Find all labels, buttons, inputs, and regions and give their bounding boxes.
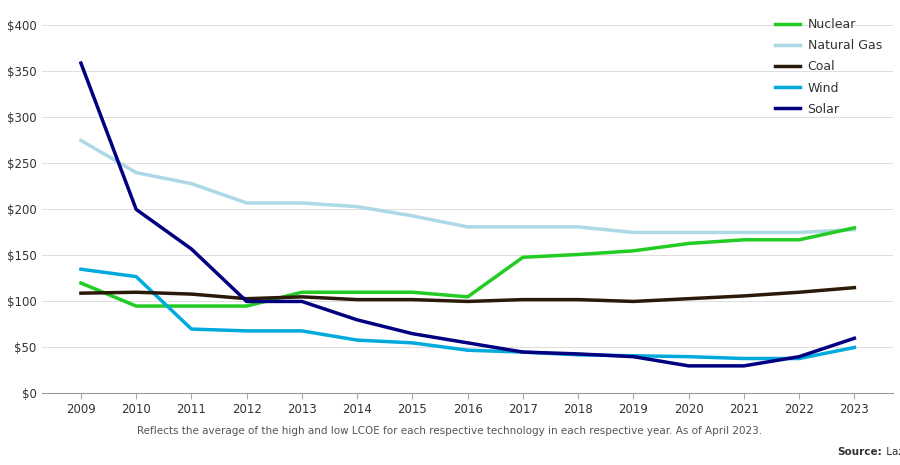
Text: Reflects the average of the high and low LCOE for each respective technology in : Reflects the average of the high and low… bbox=[138, 426, 762, 436]
Legend: Nuclear, Natural Gas, Coal, Wind, Solar: Nuclear, Natural Gas, Coal, Wind, Solar bbox=[770, 13, 886, 121]
Text: Source:: Source: bbox=[837, 447, 882, 457]
Text: Lazard, U.S. Global Investors: Lazard, U.S. Global Investors bbox=[883, 447, 900, 457]
